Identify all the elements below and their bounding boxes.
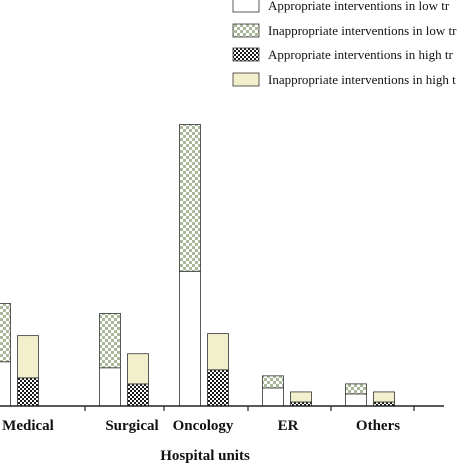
legend-label: Appropriate interventions in high tr <box>268 47 454 62</box>
bar-medical-cream <box>17 335 39 379</box>
x-tick-label: Others <box>356 418 400 434</box>
bar-oncology-checker-green <box>179 124 201 272</box>
x-tick-label: ER <box>278 418 299 434</box>
legend-swatch <box>232 0 260 13</box>
bar-oncology-checker-black <box>207 369 229 407</box>
bar-er-checker-green <box>262 375 284 389</box>
x-axis-ticks <box>84 406 415 411</box>
bar-others-checker-green <box>345 383 367 395</box>
bar-er-white <box>262 387 284 407</box>
x-tick-labels: Medical Surgical Oncology ER Others <box>2 418 400 434</box>
legend-label: Appropriate interventions in low tr <box>268 0 450 13</box>
legend-swatch <box>232 47 260 62</box>
legend-swatch <box>232 72 260 87</box>
x-tick-label: Oncology <box>173 418 234 434</box>
bar-medical-checker-green <box>0 303 11 363</box>
legend-swatch <box>232 23 260 38</box>
legend-label: Inappropriate interventions in high t <box>268 72 456 87</box>
bar-medical-checker-black <box>17 377 39 407</box>
bar-oncology-white <box>179 270 201 407</box>
bar-oncology-cream <box>207 333 229 371</box>
bars-layer <box>0 124 395 407</box>
bar-medical-white <box>0 361 11 407</box>
bar-others-cream <box>373 391 395 403</box>
x-tick-label: Surgical <box>105 418 158 434</box>
bar-surgical-white <box>99 367 121 407</box>
bar-surgical-checker-black <box>127 383 149 407</box>
bar-er-cream <box>290 391 312 403</box>
x-axis-title: Hospital units <box>160 448 250 464</box>
bar-others-white <box>345 393 367 407</box>
legend-label: Inappropriate interventions in low tr <box>268 23 457 38</box>
bar-surgical-checker-green <box>99 313 121 369</box>
legend: Appropriate interventions in low tr Inapp… <box>232 0 457 87</box>
bar-surgical-cream <box>127 353 149 385</box>
x-tick-label: Medical <box>2 418 54 434</box>
